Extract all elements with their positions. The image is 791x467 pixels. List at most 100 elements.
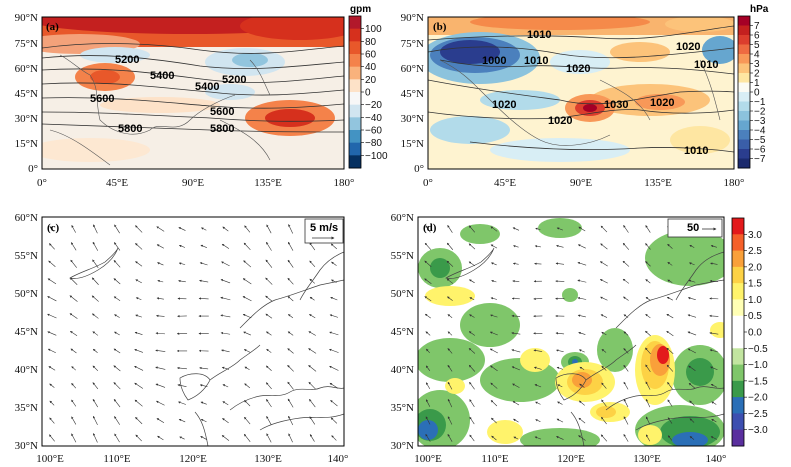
wind-vector bbox=[578, 417, 586, 424]
panel-b-x-axis: 0° 45°E 90°E 135°E 180° bbox=[423, 177, 744, 189]
wind-vector bbox=[468, 364, 476, 372]
wind-vector bbox=[469, 381, 475, 390]
panel-c-x-axis: 100°E 110°E 120°E 130°E 140° bbox=[36, 453, 348, 465]
wind-vector bbox=[113, 296, 121, 302]
wind-vector bbox=[308, 331, 316, 336]
colorbar-tick-label: −20 bbox=[365, 100, 382, 111]
wind-vector bbox=[578, 349, 585, 353]
wind-vector bbox=[222, 418, 229, 424]
wind-vector bbox=[156, 418, 165, 423]
wind-vector bbox=[425, 416, 431, 425]
wind-vector bbox=[92, 313, 99, 319]
panel-d-x-axis: 100°E 110°E 120°E 130°E 140° bbox=[414, 453, 726, 465]
wind-vector bbox=[135, 261, 143, 267]
wind-vector bbox=[70, 259, 77, 268]
colorbar-tick-label: 0 bbox=[365, 88, 371, 99]
wind-vector bbox=[623, 398, 629, 408]
wind-vector bbox=[601, 331, 607, 336]
wind-vector bbox=[244, 416, 251, 425]
wind-vector bbox=[199, 384, 208, 387]
wind-vector bbox=[331, 261, 337, 266]
wind-vector bbox=[266, 224, 272, 234]
panel-d-label: (d) bbox=[423, 222, 437, 234]
wind-vector bbox=[329, 382, 339, 389]
wind-vector bbox=[242, 296, 252, 302]
wind-vector bbox=[134, 365, 144, 371]
wind-vector bbox=[329, 331, 339, 336]
wind-vector bbox=[710, 244, 717, 248]
x-tick: 130°E bbox=[254, 453, 282, 465]
colorbar-tick-label: 3 bbox=[754, 59, 760, 70]
wind-vector bbox=[266, 433, 272, 443]
wind-vector bbox=[287, 364, 294, 372]
wind-vector bbox=[221, 349, 230, 353]
x-tick: 45°E bbox=[106, 177, 128, 189]
colorbar-swatch bbox=[738, 101, 750, 112]
wind-vector bbox=[687, 314, 697, 318]
wind-vector bbox=[600, 243, 608, 250]
y-tick: 0° bbox=[414, 163, 424, 175]
wind-vector bbox=[288, 314, 294, 319]
x-tick: 110°E bbox=[103, 453, 130, 465]
panel-c: (c) 5 m/s 60°N 55°N 50°N 45°N 40°N 35°N … bbox=[15, 212, 349, 465]
colorbar-swatch bbox=[738, 158, 750, 169]
colorbar-swatch bbox=[738, 54, 750, 64]
wind-vector bbox=[266, 241, 272, 251]
wind-vector bbox=[511, 349, 521, 353]
wind-vector bbox=[220, 279, 231, 284]
wind-vector bbox=[689, 400, 695, 406]
wind-vector bbox=[469, 399, 475, 407]
colorbar-swatch bbox=[738, 35, 750, 45]
wind-vector bbox=[666, 313, 674, 319]
wind-vector bbox=[689, 436, 695, 440]
wind-vector bbox=[447, 416, 453, 425]
x-tick: 180° bbox=[724, 177, 745, 189]
wind-vector bbox=[179, 436, 185, 440]
wind-vector bbox=[266, 399, 272, 408]
wind-vector bbox=[424, 296, 432, 302]
wind-vector bbox=[93, 433, 98, 443]
colorbar-swatch bbox=[732, 250, 744, 268]
panel-b-contour-labels: 1010 1020 1000 1010 1020 1010 1020 1030 … bbox=[482, 29, 718, 157]
colorbar-swatch bbox=[732, 364, 744, 382]
colorbar-swatch bbox=[349, 130, 361, 144]
reference-vector-label: 5 m/s bbox=[310, 222, 338, 234]
wind-vector bbox=[47, 348, 56, 354]
y-tick: 55°N bbox=[391, 250, 414, 262]
x-tick: 45°E bbox=[494, 177, 516, 189]
panel-a-x-axis: 0° 45°E 90°E 135°E 180° bbox=[37, 177, 354, 189]
wind-vector bbox=[446, 260, 454, 267]
colorbar-swatch bbox=[349, 54, 361, 68]
wind-vector bbox=[447, 433, 453, 442]
panel-d-y-axis: 60°N 55°N 50°N 45°N 40°N 35°N 30°N bbox=[391, 212, 414, 452]
colorbar-swatch bbox=[349, 92, 361, 106]
wind-vector bbox=[155, 383, 166, 388]
wind-vector bbox=[645, 296, 651, 301]
wind-vector bbox=[688, 382, 696, 389]
wind-vector bbox=[114, 433, 120, 443]
wind-vector bbox=[71, 433, 77, 443]
colorbar-swatch bbox=[349, 104, 361, 118]
wind-vector bbox=[666, 296, 673, 301]
wind-vector bbox=[667, 279, 673, 283]
wind-vector bbox=[710, 366, 718, 371]
wind-vector bbox=[426, 348, 430, 353]
colorbar-swatch bbox=[732, 429, 744, 447]
wind-vector bbox=[287, 277, 294, 285]
colorbar-tick-label: −1.0 bbox=[748, 360, 768, 371]
colorbar-swatch bbox=[732, 299, 744, 317]
wind-vector bbox=[535, 419, 541, 422]
colorbar-swatch bbox=[349, 117, 361, 131]
wind-vector bbox=[711, 401, 717, 405]
wind-vector bbox=[71, 224, 76, 233]
wind-vector bbox=[135, 297, 142, 301]
x-tick: 120°E bbox=[179, 453, 207, 465]
y-tick: 55°N bbox=[15, 250, 38, 262]
colorbar-tick-label: 2.0 bbox=[748, 262, 762, 273]
wind-vector bbox=[490, 400, 498, 407]
colorbar-tick-label: 4 bbox=[754, 50, 760, 61]
wind-vector bbox=[265, 313, 273, 319]
wind-vector bbox=[92, 348, 98, 353]
colorbar-tick-label: 3.0 bbox=[748, 230, 762, 241]
wind-vector bbox=[47, 331, 57, 336]
